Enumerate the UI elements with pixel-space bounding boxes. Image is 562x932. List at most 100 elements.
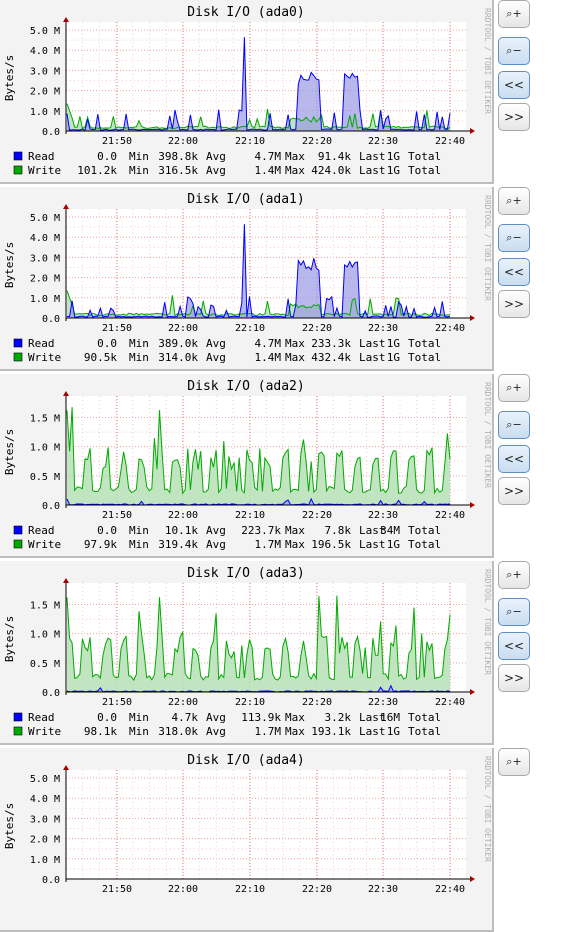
legend-value: Write [28, 538, 61, 551]
chart-title: Disk I/O (ada1) [187, 192, 304, 207]
x-tick-label: 22:10 [235, 884, 265, 895]
y-tick-label: 0.5 M [30, 472, 60, 483]
legend-value: 1G [387, 150, 400, 163]
zoom-out-icon: ⌕− [506, 231, 522, 244]
write-line [66, 290, 450, 317]
y-axis-arrow [63, 578, 69, 583]
legend-value: 1.7M [255, 725, 282, 738]
y-tick-label: 0.5 M [30, 659, 60, 670]
legend-value: 319.4k [158, 538, 198, 551]
x-tick-label: 22:40 [435, 136, 465, 147]
legend-value: 1.4M [255, 164, 282, 177]
x-tick-label: 22:00 [168, 884, 198, 895]
write-line [66, 103, 451, 130]
x-axis-arrow [470, 315, 475, 321]
back-button[interactable]: << [498, 632, 530, 660]
y-tick-label: 1.5 M [30, 414, 60, 425]
legend-value: Total [408, 150, 441, 163]
x-axis-arrow [470, 128, 475, 134]
legend-value: Max [285, 538, 305, 551]
legend-value: 10.1k [165, 524, 198, 537]
legend-value: Max [285, 524, 305, 537]
disk-io-graph-0: 0.0 1.0 M 2.0 M 3.0 M 4.0 M 5.0 M 21:50 22:00 22… [0, 0, 494, 184]
forward-button[interactable]: >> [498, 664, 530, 692]
legend-value: Min [129, 150, 149, 163]
y-tick-label: 1.0 M [30, 630, 60, 641]
forward-icon: >> [503, 110, 525, 124]
zoom-out-button[interactable]: ⌕− [498, 37, 530, 65]
legend-value: 389.0k [158, 337, 198, 350]
y-axis-label: Bytes/s [3, 429, 16, 475]
x-tick-label: 22:10 [235, 323, 265, 334]
x-tick-label: 22:10 [235, 136, 265, 147]
zoom-out-icon: ⌕− [506, 605, 522, 618]
legend-swatch [13, 525, 23, 535]
x-tick-label: 22:20 [302, 510, 332, 521]
y-tick-label: 2.0 M [30, 835, 60, 846]
y-tick-label: 5.0 M [30, 26, 60, 37]
legend-value: Max [285, 164, 305, 177]
forward-button[interactable]: >> [498, 290, 530, 318]
read-area [67, 37, 450, 131]
zoom-in-icon: ⌕+ [506, 568, 522, 581]
x-tick-label: 21:50 [102, 323, 132, 334]
zoom-in-button[interactable]: ⌕+ [498, 187, 530, 215]
chart-title: Disk I/O (ada4) [187, 753, 304, 768]
write-area [67, 407, 450, 505]
forward-button[interactable]: >> [498, 103, 530, 131]
legend-value: 0.0 [97, 711, 117, 724]
zoom-in-button[interactable]: ⌕+ [498, 748, 530, 776]
legend-value: 34M [380, 524, 400, 537]
legend-value: 424.0k [311, 164, 351, 177]
forward-button[interactable]: >> [498, 477, 530, 505]
x-tick-label: 22:00 [168, 510, 198, 521]
y-tick-label: 2.0 M [30, 274, 60, 285]
read-line [66, 37, 451, 131]
legend-value: Write [28, 351, 61, 364]
back-icon: << [503, 265, 525, 279]
legend-value: 0.0 [97, 524, 117, 537]
legend-value: Read [28, 337, 55, 350]
x-tick-label: 22:10 [235, 697, 265, 708]
legend-value: 16M [380, 711, 400, 724]
legend-value: 316.5k [158, 164, 198, 177]
y-tick-label: 5.0 M [30, 213, 60, 224]
zoom-out-icon: ⌕− [506, 44, 522, 57]
legend-value: Min [129, 164, 149, 177]
legend-value: Avg [206, 337, 226, 350]
rrdtool-watermark: RRDTOOL / TOBI OETIKER [483, 382, 492, 488]
x-tick-label: 22:40 [435, 697, 465, 708]
read-line [66, 224, 451, 318]
legend-value: 196.5k [311, 538, 351, 551]
zoom-in-button[interactable]: ⌕+ [498, 0, 530, 28]
legend-value: Last [359, 164, 386, 177]
legend-value: Avg [206, 538, 226, 551]
zoom-out-button[interactable]: ⌕− [498, 224, 530, 252]
x-tick-label: 21:50 [102, 510, 132, 521]
zoom-in-button[interactable]: ⌕+ [498, 374, 530, 402]
chart-canvas: 0.0 1.0 M 2.0 M 3.0 M 4.0 M 5.0 M 21:50 22:00 22… [3, 5, 492, 177]
legend-value: Max [285, 351, 305, 364]
legend-value: 1.7M [255, 538, 282, 551]
zoom-out-button[interactable]: ⌕− [498, 598, 530, 626]
y-tick-label: 0.0 [42, 875, 60, 886]
rrdtool-watermark: RRDTOOL / TOBI OETIKER [483, 8, 492, 114]
legend-value: Avg [206, 524, 226, 537]
y-axis-label: Bytes/s [3, 242, 16, 288]
back-button[interactable]: << [498, 445, 530, 473]
legend-swatch [13, 338, 23, 348]
back-button[interactable]: << [498, 71, 530, 99]
y-tick-label: 4.0 M [30, 233, 60, 244]
legend-swatch [13, 352, 23, 362]
zoom-out-button[interactable]: ⌕− [498, 411, 530, 439]
zoom-in-button[interactable]: ⌕+ [498, 561, 530, 589]
back-button[interactable]: << [498, 258, 530, 286]
y-axis-label: Bytes/s [3, 55, 16, 101]
rrdtool-watermark: RRDTOOL / TOBI OETIKER [483, 195, 492, 301]
legend-value: 4.7M [255, 150, 282, 163]
legend-value: 7.8k [325, 524, 352, 537]
y-tick-label: 0.0 [42, 127, 60, 138]
x-tick-label: 22:30 [368, 323, 398, 334]
y-tick-label: 2.0 M [30, 87, 60, 98]
zoom-out-icon: ⌕− [506, 418, 522, 431]
